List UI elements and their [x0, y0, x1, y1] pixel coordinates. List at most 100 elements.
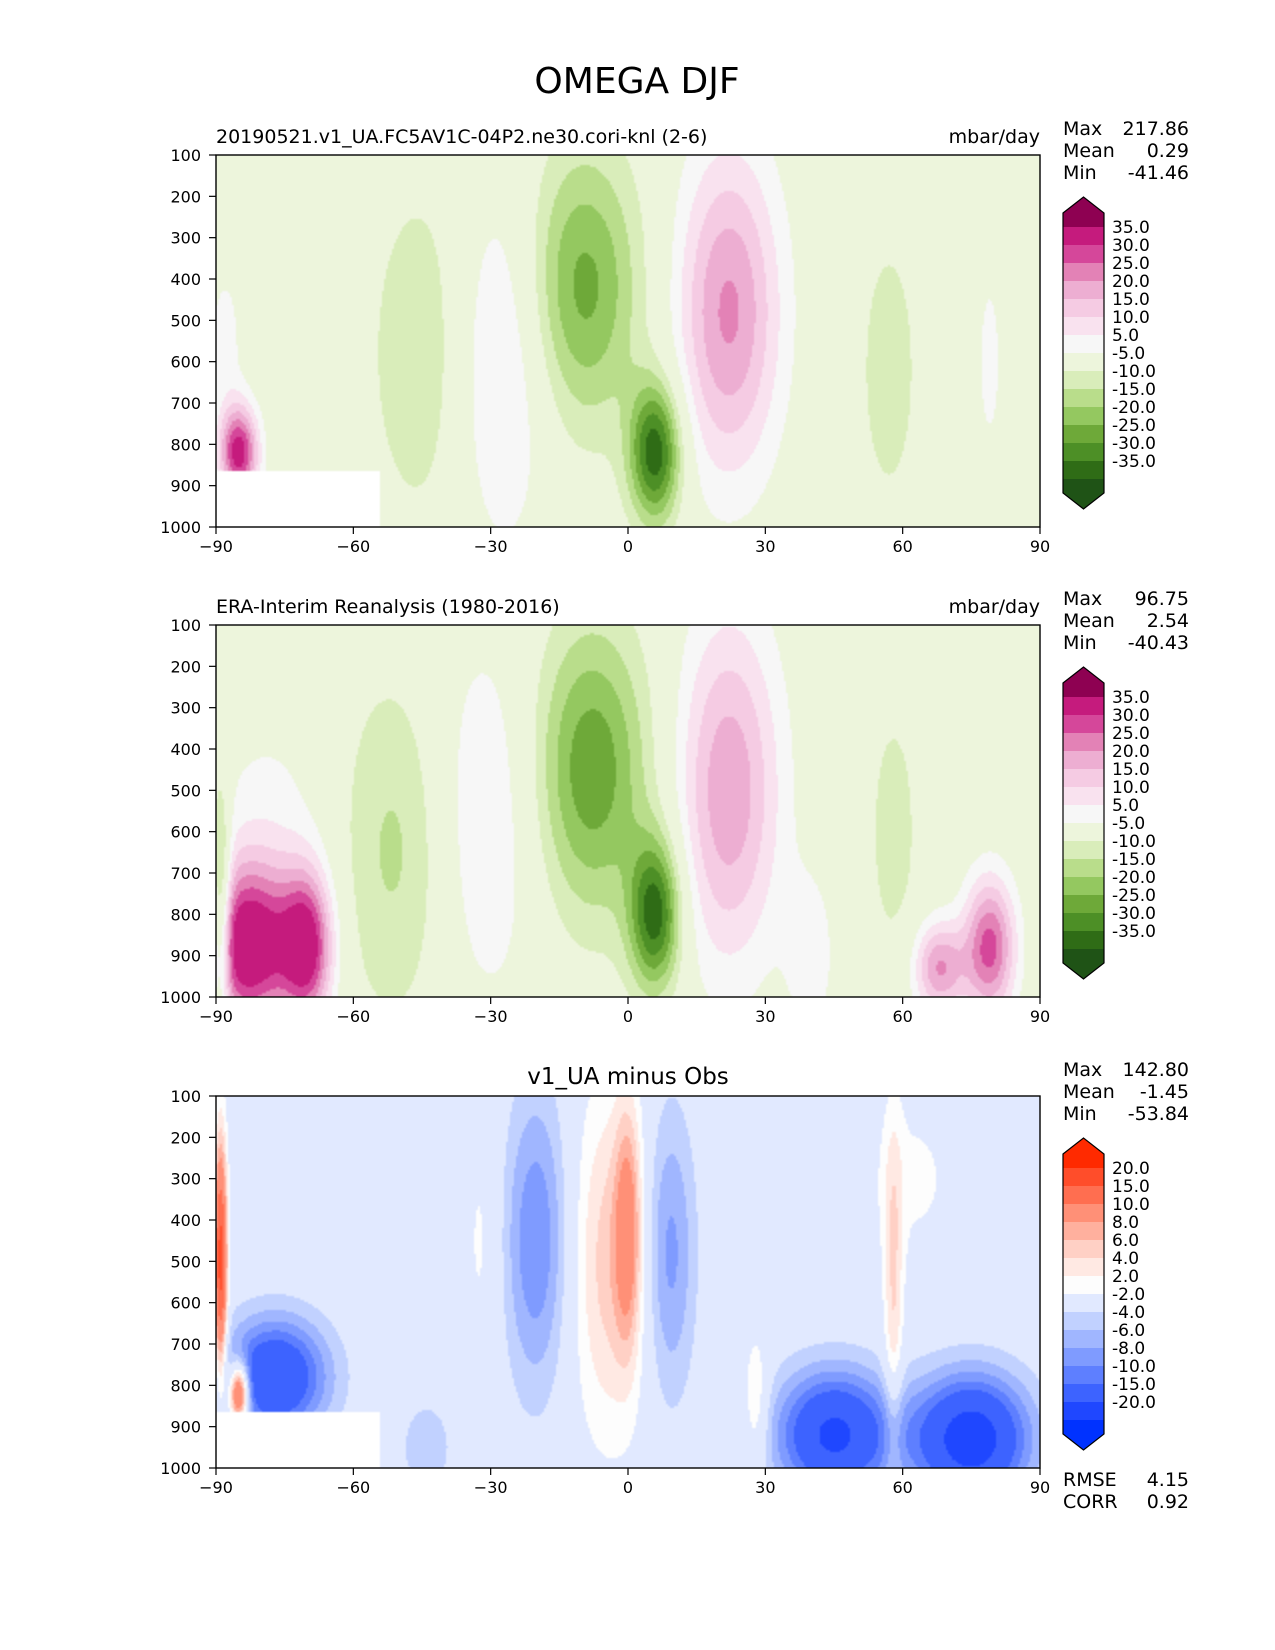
panel-title: v1_UA minus Obs: [527, 1064, 729, 1090]
colorbar-label: -15.0: [1112, 380, 1156, 400]
x-tick-label: 30: [755, 1478, 775, 1497]
figure-title: OMEGA DJF: [534, 61, 739, 102]
y-tick-label: 400: [170, 740, 201, 759]
colorbar-cell: [1063, 443, 1104, 462]
colorbar-label: -5.0: [1112, 814, 1145, 834]
colorbar-cell: [1063, 389, 1104, 408]
colorbar-label: 15.0: [1112, 760, 1150, 780]
y-tick-label: 600: [170, 1294, 201, 1313]
colorbar-label: 20.0: [1112, 272, 1150, 292]
y-tick-label: 600: [170, 353, 201, 372]
rmse-value: 4.15: [1147, 1469, 1189, 1491]
colorbar-label: 10.0: [1112, 1195, 1150, 1215]
colorbar-label: -8.0: [1112, 1339, 1145, 1359]
y-tick-label: 900: [170, 1418, 201, 1437]
colorbar: 20.015.010.08.06.04.02.0-2.0-4.0-6.0-8.0…: [1062, 1137, 1156, 1451]
colorbar-cell: [1063, 335, 1104, 354]
x-tick-label: 30: [755, 1007, 775, 1026]
colorbar-label: 35.0: [1112, 218, 1150, 238]
colorbar-label: -10.0: [1112, 1357, 1156, 1377]
stat-value: -53.84: [1128, 1103, 1189, 1125]
y-tick-label: 700: [170, 864, 201, 883]
x-tick-label: 90: [1030, 1007, 1050, 1026]
colorbar-cell: [1063, 1384, 1104, 1403]
colorbar-top-extension: [1063, 667, 1104, 697]
colorbar-cell: [1063, 1348, 1104, 1367]
colorbar-cell: [1063, 407, 1104, 426]
colorbar-label: -10.0: [1112, 832, 1156, 852]
y-tick-label: 200: [170, 657, 201, 676]
colorbar: 35.030.025.020.015.010.05.0-5.0-10.0-15.…: [1062, 666, 1156, 980]
colorbar-label: 35.0: [1112, 688, 1150, 708]
colorbar-label: -35.0: [1112, 452, 1156, 472]
x-tick-label: 60: [892, 537, 912, 556]
colorbar-cell: [1063, 425, 1104, 444]
colorbar-cell: [1063, 931, 1104, 950]
colorbar-label: -20.0: [1112, 868, 1156, 888]
colorbar-label: 15.0: [1112, 290, 1150, 310]
x-tick-label: 90: [1030, 537, 1050, 556]
x-tick-label: −90: [199, 1007, 233, 1026]
colorbar-top-extension: [1063, 1138, 1104, 1168]
contour-field: [216, 1096, 1040, 1468]
x-tick-label: −90: [199, 537, 233, 556]
y-tick-label: 100: [170, 616, 201, 635]
colorbar-label: -2.0: [1112, 1285, 1145, 1305]
stat-label: Mean: [1063, 140, 1115, 162]
y-tick-label: 400: [170, 1211, 201, 1230]
colorbar-label: -35.0: [1112, 922, 1156, 942]
colorbar-cell: [1063, 895, 1104, 914]
colorbar-label: 30.0: [1112, 236, 1150, 256]
colorbar-cell: [1063, 1168, 1104, 1187]
colorbar-cell: [1063, 227, 1104, 246]
y-tick-label: 200: [170, 1128, 201, 1147]
colorbar-top-extension: [1063, 197, 1104, 227]
colorbar-label: 5.0: [1112, 796, 1139, 816]
stat-value: -1.45: [1140, 1081, 1189, 1103]
y-tick-label: 700: [170, 394, 201, 413]
stat-value: -41.46: [1128, 162, 1189, 184]
corr-label: CORR: [1063, 1491, 1118, 1513]
stat-label: Min: [1063, 1103, 1097, 1125]
colorbar-cell: [1063, 245, 1104, 264]
y-tick-label: 800: [170, 435, 201, 454]
x-tick-label: 60: [892, 1478, 912, 1497]
colorbar-label: 20.0: [1112, 742, 1150, 762]
colorbar-cell: [1063, 841, 1104, 860]
colorbar-cell: [1063, 1330, 1104, 1349]
colorbar-label: -30.0: [1112, 434, 1156, 454]
y-tick-label: 500: [170, 1252, 201, 1271]
x-tick-label: 0: [623, 1478, 633, 1497]
colorbar-label: -4.0: [1112, 1303, 1145, 1323]
stat-value: 217.86: [1123, 118, 1189, 140]
colorbar-cell: [1063, 769, 1104, 788]
colorbar-label: 15.0: [1112, 1177, 1150, 1197]
colorbar-cell: [1063, 299, 1104, 318]
y-tick-label: 400: [170, 270, 201, 289]
colorbar: 35.030.025.020.015.010.05.0-5.0-10.0-15.…: [1062, 196, 1156, 510]
colorbar-label: 6.0: [1112, 1231, 1139, 1251]
contour-field: [216, 155, 1040, 527]
y-tick-label: 1000: [160, 1459, 201, 1478]
colorbar-outline: [1062, 666, 1105, 980]
colorbar-cell: [1063, 823, 1104, 842]
y-tick-label: 600: [170, 823, 201, 842]
colorbar-cell: [1063, 461, 1104, 480]
x-tick-label: −60: [336, 1007, 370, 1026]
colorbar-cell: [1063, 697, 1104, 716]
y-tick-label: 1000: [160, 988, 201, 1007]
stat-label: Mean: [1063, 610, 1115, 632]
stat-label: Min: [1063, 162, 1097, 184]
colorbar-label: -15.0: [1112, 850, 1156, 870]
colorbar-cell: [1063, 1204, 1104, 1223]
colorbar-cell: [1063, 715, 1104, 734]
corr-value: 0.92: [1147, 1491, 1189, 1513]
colorbar-label: -30.0: [1112, 904, 1156, 924]
colorbar-outline: [1062, 1137, 1105, 1451]
x-tick-label: −30: [474, 1478, 508, 1497]
y-tick-label: 500: [170, 781, 201, 800]
colorbar-cell: [1063, 787, 1104, 806]
colorbar-label: -15.0: [1112, 1375, 1156, 1395]
colorbar-cell: [1063, 1222, 1104, 1241]
